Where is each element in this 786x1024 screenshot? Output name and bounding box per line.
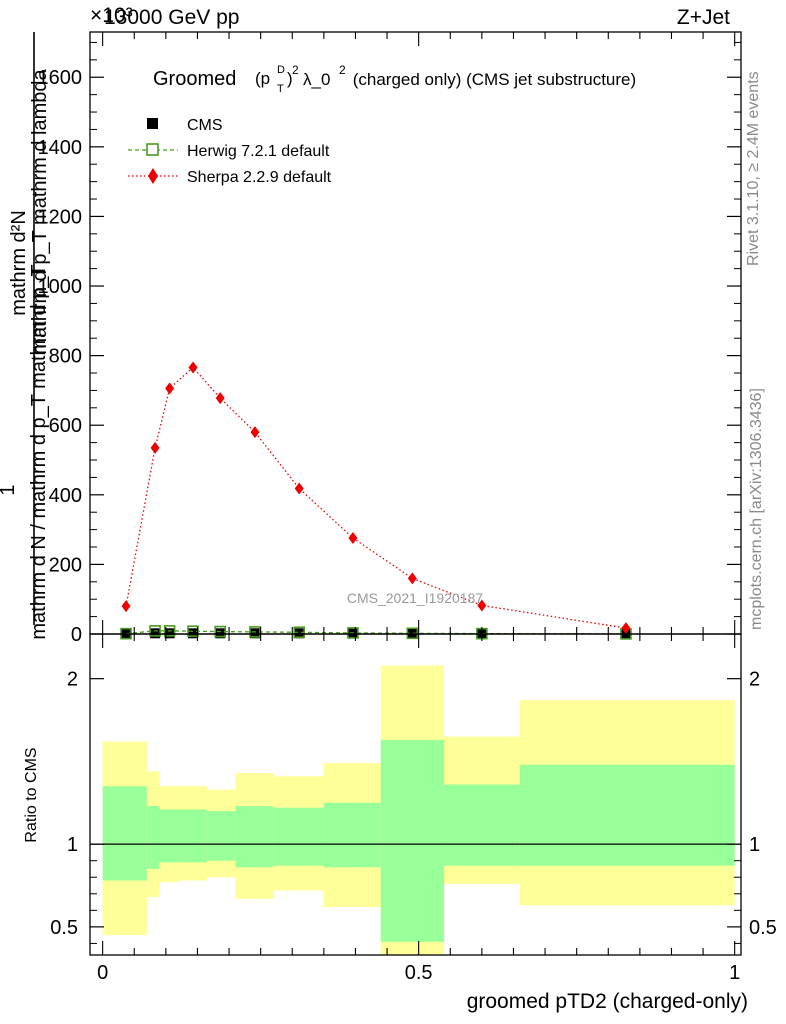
ratio-y-tick-label-right: 2	[749, 669, 760, 691]
ratio-plot-frame	[89, 633, 742, 956]
main-y-tick-label: 600	[49, 415, 82, 437]
legend-marker-cms	[147, 118, 158, 129]
data-point-sherpa	[215, 392, 225, 405]
data-point-sherpa	[150, 441, 160, 454]
main-y-tick-label: 0	[71, 624, 82, 646]
data-point-sherpa	[188, 361, 198, 374]
main-ylabel: mathrm d²N mathrm d p_T mathrm d lambda …	[0, 32, 51, 640]
ratio-inner-band-bin	[178, 809, 207, 863]
title-paren-close: )	[287, 69, 293, 88]
analysis-watermark: CMS_2021_I1920187	[347, 590, 483, 606]
ratio-inner-band-bin	[443, 784, 520, 866]
data-point-sherpa	[165, 382, 175, 395]
legend-marker-herwig	[146, 143, 159, 156]
data-point-herwig	[214, 625, 226, 638]
series-line-2	[125, 366, 627, 629]
title-sub-t: T	[277, 83, 284, 95]
data-point-cms	[164, 628, 175, 639]
y-axis-exponent: ×10³	[90, 4, 133, 27]
title-prefix: Groomed	[153, 68, 236, 90]
legend-label-herwig: Herwig 7.2.1 default	[187, 143, 330, 160]
data-point-sherpa	[348, 531, 358, 544]
axis-ticks	[90, 32, 741, 955]
data-point-herwig	[406, 627, 419, 640]
ratio-inner-band-bin	[206, 811, 236, 861]
data-point-cms	[215, 628, 226, 639]
ratio-y-tick-label: 0.5	[50, 917, 78, 939]
ylabel-one: 1	[0, 484, 19, 495]
ratio-inner-band-bin	[102, 786, 147, 881]
data-point-cms	[188, 628, 199, 639]
chart-title: Groomed (p D T ) 2 λ_0 2 (charged only) …	[153, 63, 636, 95]
ratio-inner-band-bin	[519, 764, 735, 866]
data-point-cms	[294, 628, 305, 639]
data-point-cms	[249, 628, 260, 639]
main-y-tick-label: 1400	[38, 137, 83, 159]
xlabel: groomed pTD2 (charged-only)	[467, 990, 748, 1013]
legend-label-cms: CMS	[187, 117, 223, 134]
legend-item-cms: CMS	[147, 117, 223, 134]
data-point-herwig	[163, 625, 176, 637]
data-point-sherpa	[407, 572, 417, 585]
main-y-tick-label: 1200	[38, 206, 83, 228]
ratio-inner-band-bin	[273, 807, 324, 866]
legend-item-sherpa: Sherpa 2.2.9 default	[128, 168, 332, 186]
data-point-cms	[150, 628, 161, 639]
ylabel-denominator: mathrm d N / mathrm d p_T mathrm d p_T	[28, 264, 50, 639]
data-point-herwig	[347, 627, 359, 639]
main-y-tick-label: 1600	[38, 67, 83, 89]
plot-frames	[89, 31, 742, 956]
x-tick-label: 0	[97, 962, 108, 984]
data-point-sherpa	[250, 426, 260, 439]
legend-label-sherpa: Sherpa 2.2.9 default	[187, 169, 332, 186]
header-process: Z+Jet	[676, 6, 730, 29]
title-sup-2b: 2	[339, 63, 346, 77]
main-y-tick-label: 200	[49, 554, 82, 576]
main-y-tick-label: 800	[49, 346, 82, 368]
ratio-y-tick-label: 1	[67, 834, 78, 856]
mcplots-label: mcplots.cern.ch [arXiv:1306.3436]	[748, 388, 765, 630]
ratio-inner-band-bin	[323, 802, 381, 868]
data-point-herwig	[293, 626, 306, 639]
data-point-herwig	[187, 625, 199, 638]
data-point-herwig	[149, 625, 161, 637]
ylabel-numerator-line1: mathrm d²N	[8, 210, 30, 316]
ratio-band-group	[102, 665, 735, 955]
legend: CMS Herwig 7.2.1 default Sherpa 2.2.9 de…	[128, 117, 332, 186]
ratio-y-tick-label-right: 1	[749, 834, 760, 856]
ratio-inner-band-bin	[380, 739, 444, 942]
x-tick-label: 0.5	[405, 962, 433, 984]
data-point-sherpa	[121, 600, 131, 613]
data-point-sherpa	[294, 482, 304, 495]
ratio-y-tick-label-right: 0.5	[749, 917, 777, 939]
legend-item-herwig: Herwig 7.2.1 default	[128, 143, 330, 160]
rivet-version-label: Rivet 3.1.10, ≥ 2.4M events	[745, 71, 762, 266]
title-paren-open: (p	[255, 69, 270, 88]
header-energy: 13000 GeV pp	[104, 6, 240, 29]
title-suffix: (charged only) (CMS jet substructure)	[348, 70, 636, 89]
main-y-tick-label: 1000	[38, 276, 83, 298]
ratio-inner-band-bin	[159, 809, 179, 863]
ratio-inner-band-bin	[146, 806, 160, 869]
title-sup-2: 2	[292, 63, 299, 77]
data-point-herwig	[249, 626, 261, 638]
title-lambda: λ_0	[303, 70, 330, 89]
ratio-y-tick-label: 2	[67, 669, 78, 691]
tick-labels: 0 200 400 600 800 1000 1200 1400 1600 0 0.5 1 0.5 0.5…	[38, 67, 777, 984]
legend-marker-sherpa	[148, 168, 158, 184]
data-point-sherpa	[477, 599, 487, 612]
data-point-sherpa	[621, 622, 631, 635]
x-tick-label: 1	[729, 962, 740, 984]
title-sup-d: D	[277, 64, 285, 76]
ratio-ylabel: Ratio to CMS	[23, 747, 40, 842]
ratio-inner-band-bin	[235, 806, 274, 868]
main-y-tick-label: 400	[49, 485, 82, 507]
